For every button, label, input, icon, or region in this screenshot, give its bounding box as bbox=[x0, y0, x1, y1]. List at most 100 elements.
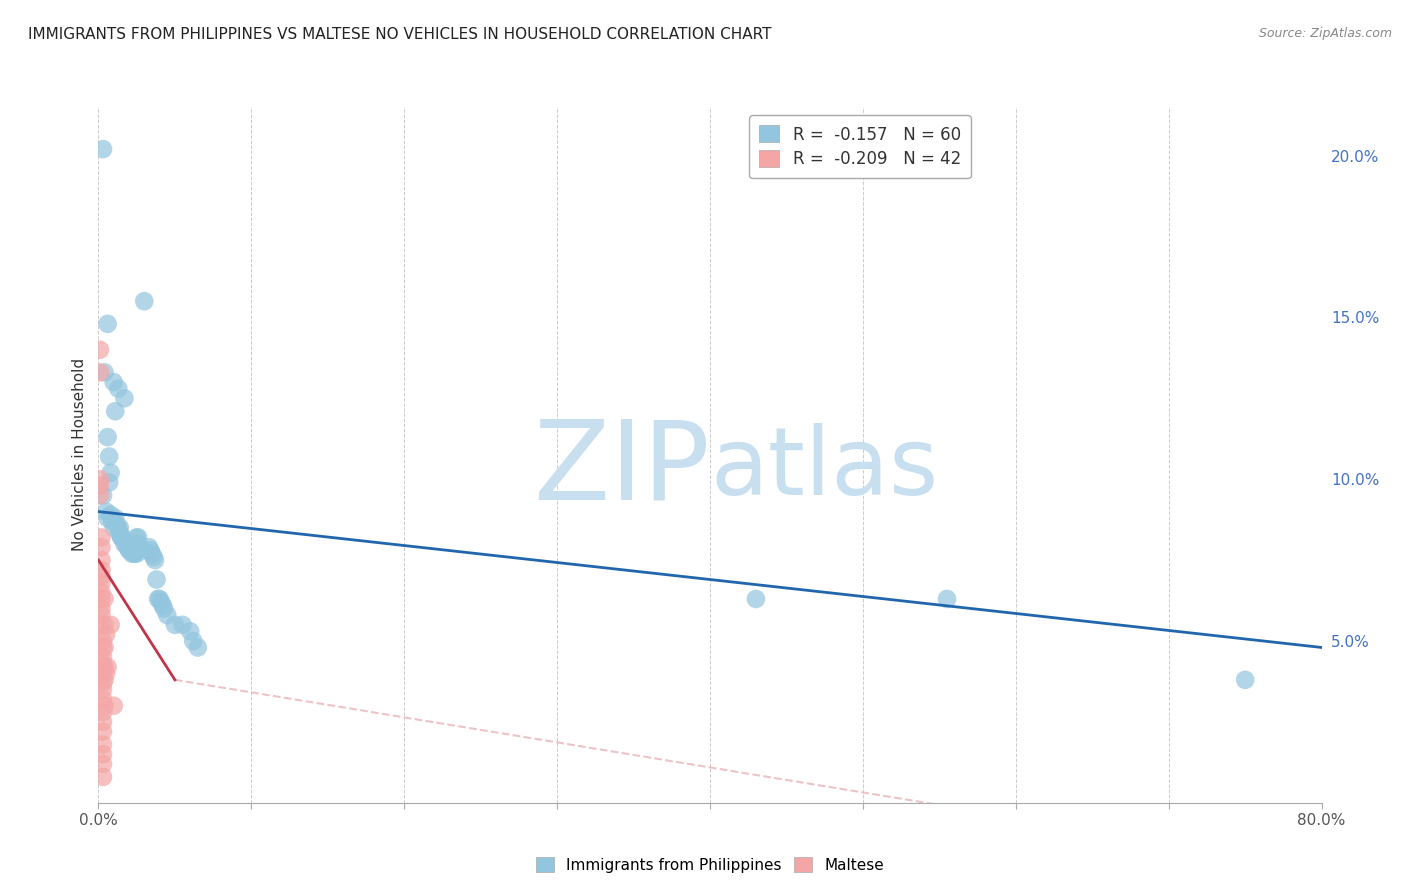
Point bbox=[139, 543, 162, 558]
Text: ZIP: ZIP bbox=[534, 416, 710, 523]
Text: IMMIGRANTS FROM PHILIPPINES VS MALTESE NO VEHICLES IN HOUSEHOLD CORRELATION CHAR: IMMIGRANTS FROM PHILIPPINES VS MALTESE N… bbox=[28, 27, 772, 42]
Point bbox=[98, 450, 121, 464]
Point bbox=[122, 547, 145, 561]
Point bbox=[150, 595, 173, 609]
Point bbox=[90, 591, 112, 606]
Point bbox=[112, 537, 135, 551]
Point bbox=[93, 660, 115, 674]
Point bbox=[90, 617, 112, 632]
Point bbox=[97, 430, 120, 444]
Point bbox=[100, 617, 122, 632]
Point bbox=[93, 698, 115, 713]
Point bbox=[90, 563, 112, 577]
Point bbox=[118, 543, 141, 558]
Point bbox=[143, 553, 166, 567]
Point bbox=[104, 404, 127, 418]
Point bbox=[91, 488, 114, 502]
Point bbox=[1234, 673, 1257, 687]
Point bbox=[94, 504, 117, 518]
Point bbox=[107, 521, 129, 535]
Point bbox=[90, 553, 112, 567]
Point bbox=[97, 317, 120, 331]
Text: Source: ZipAtlas.com: Source: ZipAtlas.com bbox=[1258, 27, 1392, 40]
Point bbox=[127, 537, 149, 551]
Point bbox=[153, 601, 176, 615]
Point bbox=[91, 666, 114, 681]
Point bbox=[108, 527, 131, 541]
Point bbox=[127, 531, 149, 545]
Point bbox=[91, 738, 114, 752]
Point bbox=[91, 640, 114, 655]
Point bbox=[93, 365, 115, 379]
Point bbox=[90, 601, 112, 615]
Point bbox=[172, 617, 194, 632]
Point bbox=[97, 511, 120, 525]
Point bbox=[93, 617, 115, 632]
Point bbox=[118, 540, 141, 554]
Point bbox=[91, 657, 114, 671]
Legend: Immigrants from Philippines, Maltese: Immigrants from Philippines, Maltese bbox=[530, 850, 890, 879]
Point bbox=[107, 382, 129, 396]
Point bbox=[103, 698, 125, 713]
Point bbox=[90, 540, 112, 554]
Point bbox=[91, 676, 114, 690]
Point bbox=[112, 392, 135, 406]
Point bbox=[142, 549, 165, 564]
Point bbox=[91, 705, 114, 719]
Point bbox=[936, 591, 959, 606]
Point bbox=[91, 682, 114, 697]
Point bbox=[120, 543, 142, 558]
Point bbox=[100, 466, 122, 480]
Point bbox=[94, 666, 117, 681]
Point bbox=[94, 627, 117, 641]
Point bbox=[93, 673, 115, 687]
Point bbox=[187, 640, 209, 655]
Point bbox=[111, 531, 134, 545]
Point bbox=[91, 714, 114, 729]
Point bbox=[145, 573, 167, 587]
Point bbox=[93, 640, 115, 655]
Point bbox=[110, 531, 132, 545]
Point bbox=[98, 475, 121, 490]
Point bbox=[121, 547, 143, 561]
Point bbox=[91, 724, 114, 739]
Point bbox=[125, 531, 148, 545]
Point bbox=[745, 591, 768, 606]
Point bbox=[103, 375, 125, 389]
Point bbox=[152, 599, 174, 613]
Point bbox=[89, 343, 111, 357]
Point bbox=[128, 540, 150, 554]
Point bbox=[93, 591, 115, 606]
Point bbox=[89, 365, 111, 379]
Y-axis label: No Vehicles in Household: No Vehicles in Household bbox=[72, 359, 87, 551]
Point bbox=[104, 511, 127, 525]
Point bbox=[91, 770, 114, 784]
Point bbox=[89, 472, 111, 486]
Point bbox=[89, 478, 111, 492]
Point bbox=[91, 634, 114, 648]
Point bbox=[181, 634, 204, 648]
Point bbox=[97, 660, 120, 674]
Point bbox=[138, 540, 160, 554]
Point bbox=[149, 591, 172, 606]
Point bbox=[90, 531, 112, 545]
Point bbox=[163, 617, 186, 632]
Point bbox=[100, 508, 122, 522]
Point bbox=[110, 531, 132, 545]
Point bbox=[90, 585, 112, 599]
Point bbox=[91, 142, 114, 156]
Point bbox=[108, 521, 131, 535]
Point bbox=[134, 294, 156, 309]
Point bbox=[90, 575, 112, 590]
Point bbox=[179, 624, 201, 639]
Point bbox=[91, 756, 114, 771]
Point bbox=[90, 569, 112, 583]
Point bbox=[156, 608, 179, 623]
Point bbox=[91, 692, 114, 706]
Point bbox=[141, 547, 163, 561]
Point bbox=[146, 591, 169, 606]
Text: atlas: atlas bbox=[710, 423, 938, 515]
Point bbox=[115, 537, 138, 551]
Point bbox=[124, 547, 146, 561]
Point bbox=[125, 547, 148, 561]
